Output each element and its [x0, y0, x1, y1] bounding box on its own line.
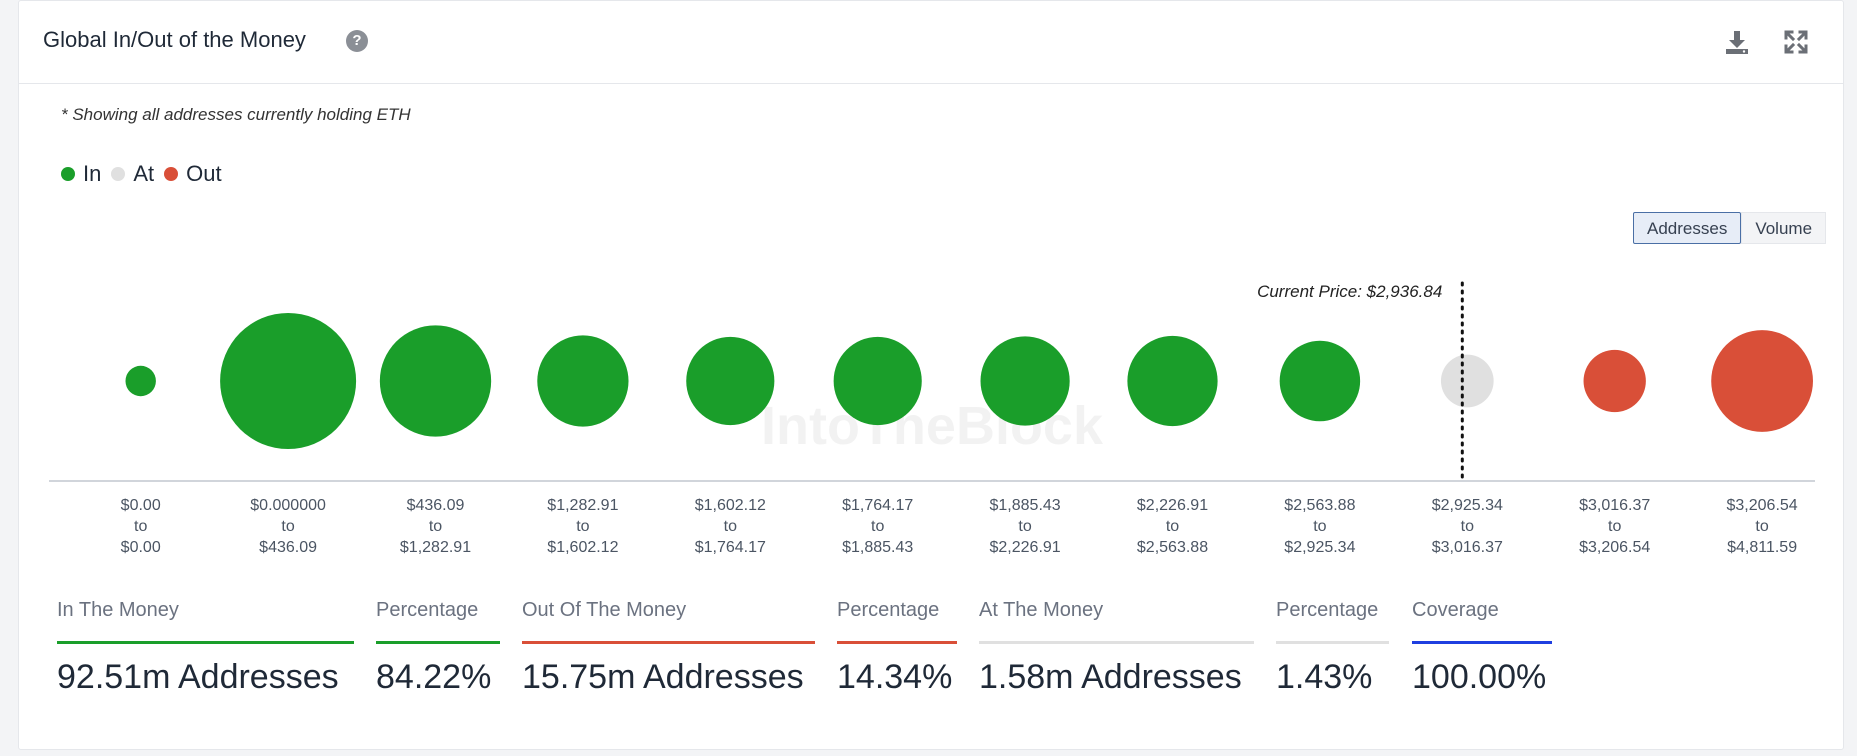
tick-label-12-to: $4,811.59 — [1727, 539, 1797, 556]
tick-label-8-from: $2,226.91 — [1137, 497, 1208, 514]
bubble-1 — [125, 365, 156, 397]
holding-note: * Showing all addresses currently holdin… — [61, 105, 411, 124]
tick-label-12-from: $3,206.54 — [1727, 497, 1798, 514]
tick-label-6-to: $1,885.43 — [842, 539, 913, 556]
stat-rule — [522, 641, 815, 644]
tick-label-2-from: $0.000000 — [250, 497, 326, 514]
stat-value: 1.58m Addresses — [979, 658, 1242, 696]
stat-rule — [979, 641, 1254, 644]
tick-label-11-to: $3,206.54 — [1579, 539, 1650, 556]
stat-out-of-the-money: Out Of The Money 15.75m Addresses — [522, 599, 815, 697]
download-icon[interactable] — [1722, 27, 1752, 57]
tick-label-3-to: $1,282.91 — [400, 539, 471, 556]
stat-rule — [1412, 641, 1552, 644]
tick-label-8-to: $2,563.88 — [1137, 539, 1208, 556]
stat-rule — [837, 641, 957, 644]
card-global-in-out: Global In/Out of the Money ? * Showing a… — [18, 0, 1844, 750]
tick-label-12-to-word: to — [1755, 518, 1768, 535]
stat-value: 1.43% — [1276, 658, 1373, 696]
tick-label-11-to-word: to — [1608, 518, 1621, 535]
legend-dot-in — [61, 167, 75, 181]
bubble-5 — [686, 336, 775, 426]
addresses-toggle-button[interactable]: Addresses — [1633, 212, 1742, 244]
stat-label: Percentage — [376, 599, 479, 621]
stat-label: Out Of The Money — [522, 599, 687, 621]
tick-label-7-from: $1,885.43 — [990, 497, 1061, 514]
bubble-7 — [980, 336, 1070, 426]
tick-label-10-to: $3,016.37 — [1432, 539, 1503, 556]
question-circle-icon[interactable]: ? — [346, 30, 368, 52]
stat-value: 92.51m Addresses — [57, 658, 339, 696]
tick-label-3-from: $436.09 — [407, 497, 465, 514]
stat-at-the-money: At The Money 1.58m Addresses — [979, 599, 1254, 697]
stat-value: 15.75m Addresses — [522, 658, 804, 696]
tick-label-4-from: $1,282.91 — [547, 497, 618, 514]
stat-label: Percentage — [837, 599, 940, 621]
stat-in-percentage: Percentage 84.22% — [376, 599, 500, 697]
stat-value: 84.22% — [376, 658, 492, 696]
stat-label: Percentage — [1276, 599, 1379, 621]
stat-rule — [1276, 641, 1389, 644]
legend-item-at[interactable]: At — [111, 161, 154, 187]
tick-label-6-to-word: to — [871, 518, 884, 535]
summary-stats: In The Money 92.51m Addresses Percentage… — [19, 599, 1845, 711]
legend-dot-at — [111, 167, 126, 181]
chart-legend: In At Out — [61, 159, 232, 189]
tick-label-4-to: $1,602.12 — [547, 539, 618, 556]
tick-label-5-from: $1,602.12 — [695, 497, 766, 514]
legend-item-in[interactable]: In — [61, 161, 101, 187]
tick-label-7-to: $2,226.91 — [990, 539, 1061, 556]
tick-label-10-to-word: to — [1461, 518, 1474, 535]
stat-label: In The Money — [57, 599, 179, 621]
bubble-9 — [1279, 340, 1361, 422]
tick-label-2-to: $436.09 — [259, 539, 317, 556]
tick-label-1-to: $0.00 — [121, 539, 161, 556]
legend-label-out: Out — [186, 161, 222, 186]
stat-rule — [376, 641, 500, 644]
tick-label-9-from: $2,563.88 — [1284, 497, 1355, 514]
bubble-6 — [833, 336, 922, 426]
current-price-label: Current Price: $2,936.84 — [1257, 282, 1442, 301]
stat-out-percentage: Percentage 14.34% — [837, 599, 957, 697]
tick-label-8-to-word: to — [1166, 518, 1179, 535]
tick-label-9-to-word: to — [1313, 518, 1326, 535]
stat-coverage: Coverage 100.00% — [1412, 599, 1552, 697]
bubble-4 — [537, 335, 629, 427]
stat-value: 14.34% — [837, 658, 953, 696]
stat-label: Coverage — [1412, 599, 1499, 621]
tick-label-4-to-word: to — [576, 518, 589, 535]
bubble-10 — [1440, 354, 1494, 408]
tick-label-9-to: $2,925.34 — [1284, 539, 1355, 556]
tick-label-6-from: $1,764.17 — [842, 497, 913, 514]
bubble-8 — [1127, 335, 1218, 427]
legend-label-in: In — [83, 161, 102, 186]
legend-dot-out — [164, 167, 179, 181]
stat-label: At The Money — [979, 599, 1104, 621]
expand-icon[interactable] — [1781, 27, 1811, 57]
stat-value: 100.00% — [1412, 658, 1547, 696]
stat-at-percentage: Percentage 1.43% — [1276, 599, 1389, 697]
stat-in-the-money: In The Money 92.51m Addresses — [57, 599, 354, 697]
tick-label-5-to-word: to — [724, 518, 737, 535]
tick-label-11-from: $3,016.37 — [1579, 497, 1650, 514]
tick-label-7-to-word: to — [1018, 518, 1031, 535]
tick-label-2-to-word: to — [281, 518, 294, 535]
tick-label-10-from: $2,925.34 — [1432, 497, 1503, 514]
bubble-3 — [379, 325, 492, 437]
volume-toggle-button[interactable]: Volume — [1741, 212, 1827, 244]
bubble-chart: IntoTheBlock$0.00to$0.00$0.000000to$436.… — [49, 281, 1815, 556]
metric-toggle: Addresses Volume — [1633, 212, 1827, 244]
stat-rule — [57, 641, 354, 644]
tick-label-1-to-word: to — [134, 518, 147, 535]
legend-item-out[interactable]: Out — [164, 161, 222, 187]
legend-label-at: At — [133, 161, 155, 186]
card-header: Global In/Out of the Money ? — [19, 1, 1843, 84]
page-title: Global In/Out of the Money — [43, 27, 306, 52]
tick-label-5-to: $1,764.17 — [695, 539, 766, 556]
bubble-11 — [1583, 349, 1646, 413]
tick-label-3-to-word: to — [429, 518, 442, 535]
bubble-12 — [1711, 330, 1813, 432]
tick-label-1-from: $0.00 — [121, 497, 161, 514]
bubble-2 — [220, 313, 357, 449]
